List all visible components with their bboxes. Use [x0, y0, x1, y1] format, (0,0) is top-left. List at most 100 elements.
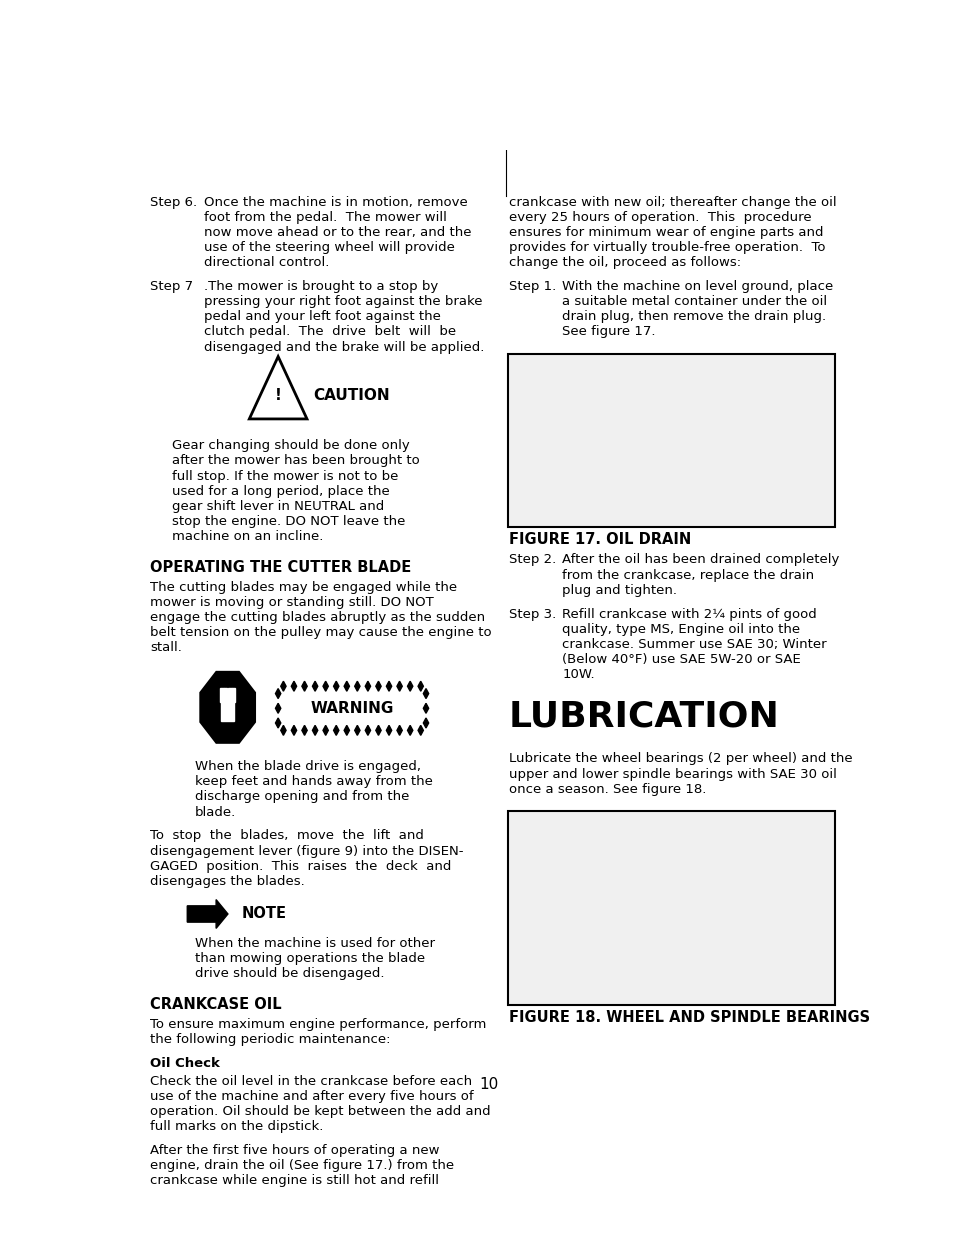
- Text: pedal and your left foot against the: pedal and your left foot against the: [203, 310, 440, 323]
- Polygon shape: [423, 689, 428, 699]
- Text: When the machine is used for other: When the machine is used for other: [194, 937, 435, 949]
- Text: gear shift lever in NEUTRAL and: gear shift lever in NEUTRAL and: [172, 500, 384, 513]
- Text: Step 3.: Step 3.: [508, 608, 556, 621]
- Text: !: !: [274, 388, 281, 402]
- FancyArrow shape: [187, 900, 228, 928]
- Text: than mowing operations the blade: than mowing operations the blade: [194, 952, 424, 966]
- Polygon shape: [407, 725, 413, 735]
- Text: use of the machine and after every five hours of: use of the machine and after every five …: [151, 1090, 474, 1103]
- Bar: [221, 701, 234, 720]
- Text: every 25 hours of operation.  This  procedure: every 25 hours of operation. This proced…: [508, 211, 811, 224]
- Text: stall.: stall.: [151, 642, 182, 654]
- Text: upper and lower spindle bearings with SAE 30 oil: upper and lower spindle bearings with SA…: [508, 768, 836, 780]
- Text: use of the steering wheel will provide: use of the steering wheel will provide: [203, 240, 454, 254]
- Polygon shape: [386, 682, 392, 692]
- Text: disengaged and the brake will be applied.: disengaged and the brake will be applied…: [203, 340, 483, 354]
- Text: Step 7: Step 7: [151, 280, 193, 293]
- Text: engine, drain the oil (See figure 17.) from the: engine, drain the oil (See figure 17.) f…: [151, 1159, 454, 1172]
- Text: NOTE: NOTE: [241, 907, 286, 922]
- Text: Step 2.: Step 2.: [508, 553, 556, 567]
- Polygon shape: [291, 682, 296, 692]
- Text: (Below 40°F) use SAE 5W-20 or SAE: (Below 40°F) use SAE 5W-20 or SAE: [561, 653, 800, 667]
- Text: Gear changing should be done only: Gear changing should be done only: [172, 440, 410, 452]
- FancyBboxPatch shape: [508, 811, 834, 1006]
- Text: CRANKCASE OIL: CRANKCASE OIL: [151, 997, 282, 1012]
- Text: crankcase. Summer use SAE 30; Winter: crankcase. Summer use SAE 30; Winter: [561, 638, 826, 650]
- Text: FIGURE 18. WHEEL AND SPINDLE BEARINGS: FIGURE 18. WHEEL AND SPINDLE BEARINGS: [508, 1011, 869, 1025]
- Text: Refill crankcase with 2¼ pints of good: Refill crankcase with 2¼ pints of good: [561, 608, 816, 621]
- Bar: [220, 688, 223, 701]
- Text: Check the oil level in the crankcase before each: Check the oil level in the crankcase bef…: [151, 1075, 472, 1088]
- Text: WARNING: WARNING: [310, 700, 394, 715]
- Polygon shape: [200, 672, 254, 743]
- Text: CAUTION: CAUTION: [314, 388, 390, 402]
- Polygon shape: [407, 682, 413, 692]
- Text: foot from the pedal.  The mower will: foot from the pedal. The mower will: [203, 211, 446, 224]
- Text: now move ahead or to the rear, and the: now move ahead or to the rear, and the: [203, 226, 471, 239]
- Text: To  stop  the  blades,  move  the  lift  and: To stop the blades, move the lift and: [151, 830, 424, 842]
- Text: belt tension on the pulley may cause the engine to: belt tension on the pulley may cause the…: [151, 627, 492, 639]
- Bar: [223, 688, 227, 701]
- Text: LUBRICATION: LUBRICATION: [508, 700, 779, 734]
- Polygon shape: [334, 725, 338, 735]
- Text: after the mower has been brought to: after the mower has been brought to: [172, 455, 419, 467]
- Polygon shape: [355, 682, 359, 692]
- Text: change the oil, proceed as follows:: change the oil, proceed as follows:: [508, 257, 740, 269]
- Polygon shape: [275, 703, 280, 713]
- Text: Step 6.: Step 6.: [151, 196, 197, 208]
- Polygon shape: [417, 682, 423, 692]
- Polygon shape: [323, 682, 328, 692]
- Polygon shape: [334, 682, 338, 692]
- Polygon shape: [275, 689, 280, 699]
- Text: With the machine on level ground, place: With the machine on level ground, place: [561, 280, 833, 293]
- Polygon shape: [355, 725, 359, 735]
- Text: directional control.: directional control.: [203, 257, 329, 269]
- FancyBboxPatch shape: [508, 354, 834, 527]
- Text: Step 1.: Step 1.: [508, 280, 556, 293]
- Polygon shape: [365, 682, 370, 692]
- Polygon shape: [365, 725, 370, 735]
- Polygon shape: [396, 682, 402, 692]
- Text: crankcase with new oil; thereafter change the oil: crankcase with new oil; thereafter chang…: [508, 196, 836, 208]
- Polygon shape: [313, 682, 317, 692]
- Text: discharge opening and from the: discharge opening and from the: [194, 790, 409, 804]
- Polygon shape: [396, 725, 402, 735]
- Text: Oil Check: Oil Check: [151, 1057, 220, 1070]
- Text: After the oil has been drained completely: After the oil has been drained completel…: [561, 553, 839, 567]
- Text: from the crankcase, replace the drain: from the crankcase, replace the drain: [561, 568, 814, 582]
- Text: clutch pedal.  The  drive  belt  will  be: clutch pedal. The drive belt will be: [203, 325, 456, 339]
- Bar: [228, 688, 232, 701]
- Text: plug and tighten.: plug and tighten.: [561, 584, 677, 597]
- Text: blade.: blade.: [194, 806, 235, 819]
- Text: disengagement lever (figure 9) into the DISEN-: disengagement lever (figure 9) into the …: [151, 845, 463, 857]
- Text: GAGED  position.  This  raises  the  deck  and: GAGED position. This raises the deck and: [151, 860, 451, 872]
- Polygon shape: [423, 718, 428, 728]
- Polygon shape: [423, 703, 428, 713]
- Text: engage the cutting blades abruptly as the sudden: engage the cutting blades abruptly as th…: [151, 611, 485, 624]
- Text: the following periodic maintenance:: the following periodic maintenance:: [151, 1033, 391, 1045]
- Text: See figure 17.: See figure 17.: [561, 325, 655, 339]
- Text: OPERATING THE CUTTER BLADE: OPERATING THE CUTTER BLADE: [151, 559, 411, 574]
- Polygon shape: [386, 725, 392, 735]
- Polygon shape: [280, 682, 286, 692]
- Text: full stop. If the mower is not to be: full stop. If the mower is not to be: [172, 470, 398, 482]
- Text: Lubricate the wheel bearings (2 per wheel) and the: Lubricate the wheel bearings (2 per whee…: [508, 753, 852, 765]
- Text: 10: 10: [478, 1077, 498, 1091]
- Text: Once the machine is in motion, remove: Once the machine is in motion, remove: [203, 196, 467, 208]
- Text: operation. Oil should be kept between the add and: operation. Oil should be kept between th…: [151, 1105, 491, 1118]
- Text: a suitable metal container under the oil: a suitable metal container under the oil: [561, 295, 826, 308]
- Text: used for a long period, place the: used for a long period, place the: [172, 485, 390, 497]
- Text: mower is moving or standing still. DO NOT: mower is moving or standing still. DO NO…: [151, 596, 434, 609]
- Text: once a season. See figure 18.: once a season. See figure 18.: [508, 782, 705, 796]
- Polygon shape: [375, 725, 381, 735]
- Text: quality, type MS, Engine oil into the: quality, type MS, Engine oil into the: [561, 623, 800, 635]
- Polygon shape: [291, 725, 296, 735]
- Text: disengages the blades.: disengages the blades.: [151, 875, 305, 888]
- Polygon shape: [344, 682, 349, 692]
- Polygon shape: [301, 725, 307, 735]
- Text: pressing your right foot against the brake: pressing your right foot against the bra…: [203, 295, 481, 308]
- Text: After the first five hours of operating a new: After the first five hours of operating …: [151, 1144, 439, 1158]
- Text: The cutting blades may be engaged while the: The cutting blades may be engaged while …: [151, 581, 456, 593]
- Polygon shape: [344, 725, 349, 735]
- Text: full marks on the dipstick.: full marks on the dipstick.: [151, 1120, 323, 1134]
